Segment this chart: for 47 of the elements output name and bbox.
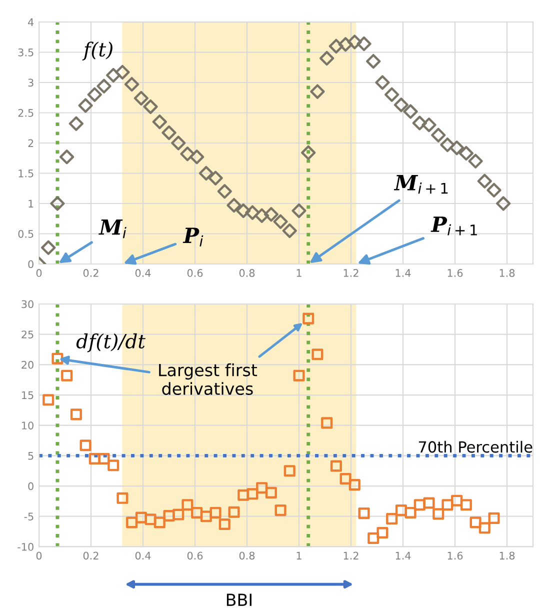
- series-label: f(t): [82, 42, 112, 60]
- y-tick-label: 2: [28, 139, 34, 147]
- y-tick-label: 3.5: [18, 48, 34, 56]
- x-tick-label: 0.4: [135, 269, 151, 277]
- x-tick-label: 1.2: [344, 552, 358, 560]
- y-tick-label: 2.5: [18, 108, 34, 117]
- y-tick-label: 25: [22, 330, 34, 338]
- x-tick-label: 1.4: [396, 552, 411, 560]
- x-tick-label: 0.2: [83, 269, 98, 277]
- x-tick-label: 1.6: [448, 269, 463, 277]
- y-tick-label: -5: [24, 512, 34, 520]
- annotation: P$_{i+1}$: [430, 216, 477, 236]
- x-tick-label: 1.4: [396, 269, 411, 277]
- band-label: BBI: [226, 594, 252, 606]
- y-tick-label: 30: [22, 300, 34, 308]
- ref-line-label: 70th Percentile: [418, 440, 532, 453]
- annotation: Largest first derivatives: [159, 363, 258, 395]
- y-tick-label: 0.5: [18, 230, 34, 238]
- y-tick-label: 4: [28, 18, 34, 26]
- y-tick-label: 0: [28, 482, 34, 490]
- y-tick-label: 10: [22, 422, 34, 430]
- y-tick-label: 5: [28, 452, 34, 460]
- x-tick-label: 1.6: [448, 552, 463, 560]
- y-tick-label: 0: [28, 260, 34, 268]
- x-tick-label: 0: [36, 552, 42, 560]
- x-tick-label: 0.4: [135, 552, 151, 560]
- x-tick-label: 1.2: [344, 269, 358, 277]
- x-tick-label: 0.6: [187, 269, 203, 277]
- y-tick-label: 20: [22, 360, 34, 369]
- x-tick-label: 1: [296, 269, 302, 277]
- x-tick-label: 0.6: [187, 552, 203, 560]
- x-tick-label: 0: [36, 269, 42, 277]
- x-tick-label: 1.8: [500, 269, 515, 277]
- y-tick-label: -10: [18, 542, 34, 551]
- x-tick-label: 0.2: [83, 552, 98, 560]
- annotation: M$_{i}$: [98, 219, 126, 238]
- y-tick-label: 15: [22, 391, 34, 400]
- y-tick-label: 1.5: [18, 170, 34, 178]
- annotation: P$_{i}$: [182, 228, 204, 246]
- x-tick-label: 0.8: [239, 552, 255, 560]
- y-tick-label: 3: [28, 78, 34, 87]
- x-tick-label: 0.8: [239, 269, 255, 277]
- series-label: df(t)/dt: [76, 333, 146, 352]
- x-tick-label: 1.8: [500, 552, 515, 560]
- y-tick-label: 1: [28, 200, 34, 208]
- x-tick-label: 1: [296, 552, 302, 560]
- annotation: M$_{i+1}$: [394, 175, 448, 194]
